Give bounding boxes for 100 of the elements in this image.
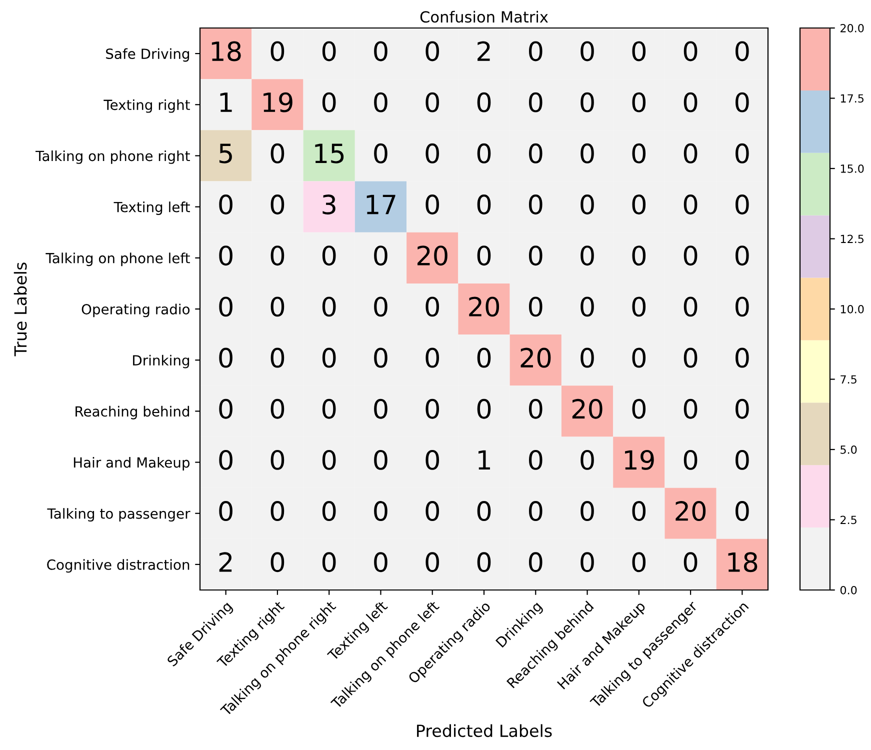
data-label: 0 [219,450,232,470]
data-label: 0 [219,194,232,214]
y-tick-label: Operating radio [82,304,190,318]
data-label: 0 [580,501,594,522]
color-bar-label: 12.5 [840,234,864,244]
color-bar-label: 7.5 [840,375,856,384]
data-label: 0 [736,246,749,266]
data-label: 0 [270,398,284,419]
data-label: 0 [580,41,594,62]
data-label: 15 [315,144,344,164]
data-label: 0 [426,450,440,470]
data-label: 0 [632,92,646,112]
color-bar-label: 20.0 [840,24,864,32]
data-label: 0 [426,194,440,214]
data-label: 0 [270,194,284,214]
color-bar-label: 2.5 [840,516,856,524]
data-label: 0 [374,143,388,164]
data-label: 0 [374,92,388,112]
color-bar-label: 17.5 [840,94,864,103]
data-label: 0 [374,348,388,368]
data-label: 0 [426,501,440,522]
data-label: 0 [219,398,232,419]
y-tick-label: Safe Driving [106,48,190,62]
data-label: 0 [374,398,388,419]
data-label: 0 [736,296,749,317]
x-axis-title: Predicted Labels [417,724,552,738]
data-label: 0 [426,92,440,112]
data-label: 0 [426,552,440,572]
data-label: 0 [270,296,284,317]
data-label: 0 [270,246,284,266]
data-label: 0 [632,194,646,214]
y-axis-title: True Labels [14,262,27,356]
data-label: 0 [632,398,646,419]
data-label: 20 [418,246,448,266]
data-label: 0 [270,348,284,368]
data-label: 0 [219,246,232,266]
data-label: 0 [528,92,542,112]
y-tick-label: Drinking [133,354,190,368]
data-label: 0 [322,348,336,368]
data-label: 20 [676,501,706,522]
y-tick-label: Talking to passenger [47,508,190,522]
data-label: 0 [684,450,698,470]
data-label: 0 [632,501,646,522]
data-label: 0 [219,296,232,317]
data-label: 0 [632,552,646,572]
data-label: 0 [374,296,388,317]
y-tick-label: Texting right [104,99,190,113]
data-label: 2 [478,41,490,61]
color-bar-label: 10.0 [840,304,864,314]
data-label: 0 [528,450,542,470]
data-label: 0 [477,92,491,112]
data-label: 19 [264,92,292,112]
data-label: 0 [528,246,542,266]
data-label: 0 [270,41,284,62]
data-label: 0 [684,296,698,317]
data-label: 0 [270,143,284,164]
data-label: 0 [632,41,646,62]
data-label: 0 [736,501,749,522]
data-label: 0 [528,552,542,572]
data-label: 19 [625,450,654,470]
data-label: 0 [684,143,698,164]
y-tick-label: Reaching behind [76,406,190,420]
data-label: 3 [322,194,336,214]
y-tick-label: Texting left [114,202,190,215]
data-label: 0 [528,398,542,419]
y-tick-label: Cognitive distraction [47,559,190,573]
data-label: 0 [322,552,336,572]
data-label: 17 [366,194,396,214]
data-label: 0 [426,143,440,164]
chart-title: Confusion Matrix [420,10,548,23]
data-label: 0 [580,296,594,317]
data-label: 0 [684,552,698,572]
data-label: 0 [426,41,440,62]
data-label: 0 [219,348,232,368]
data-label: 18 [212,41,241,62]
data-label: 0 [684,246,698,266]
data-label: 0 [477,143,491,164]
data-label: 0 [580,92,594,112]
data-label: 0 [684,194,698,214]
data-label: 0 [374,246,388,266]
data-label: 0 [684,398,698,419]
data-label: 0 [528,143,542,164]
color-bar-label: 5.0 [840,445,857,454]
y-tick-label: Hair and Makeup [74,456,190,470]
data-label: 0 [684,92,698,112]
data-label: 0 [477,398,491,419]
data-label: 0 [374,41,388,62]
data-label: 0 [374,552,388,572]
data-label: 0 [736,92,749,112]
data-label: 20 [520,348,551,368]
y-tick-label: Talking on phone right [36,150,190,164]
data-label: 0 [322,246,336,266]
data-label: 20 [469,296,500,317]
data-label: 0 [374,450,388,470]
data-label: 0 [426,296,440,317]
data-label: 0 [322,296,336,317]
data-label: 20 [572,398,602,419]
data-label: 0 [632,348,646,368]
data-label: 0 [736,450,749,470]
data-label: 0 [322,501,336,522]
